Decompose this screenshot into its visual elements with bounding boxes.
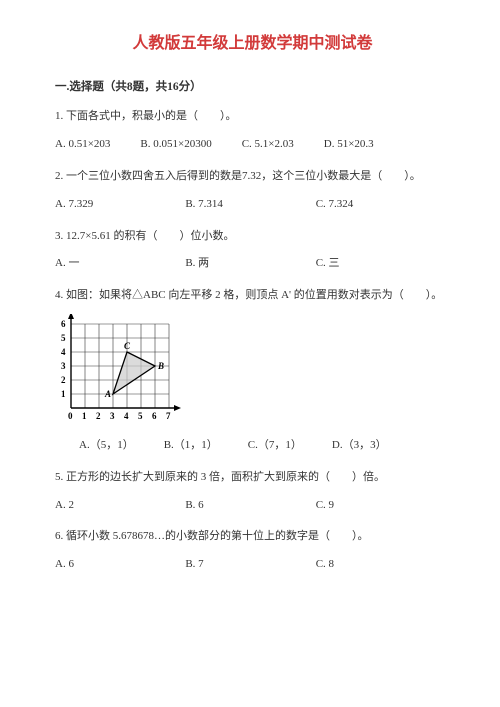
svg-text:B: B	[157, 361, 164, 371]
question-4: 4. 如图：如果将△ABC 向左平移 2 格，则顶点 A' 的位置用数对表示为（…	[55, 286, 450, 456]
q3-options: A. 一 B. 两 C. 三	[55, 254, 450, 274]
question-5: 5. 正方形的边长扩大到原来的 3 倍，面积扩大到原来的（ ）倍。 A. 2 B…	[55, 468, 450, 516]
svg-text:6: 6	[61, 319, 66, 329]
q2-text: 2. 一个三位小数四舍五入后得到的数是7.32，这个三位小数最大是（ ）。	[55, 167, 450, 187]
section-header: 一.选择题（共8题，共16分）	[55, 77, 450, 98]
svg-text:3: 3	[110, 411, 115, 421]
question-6: 6. 循环小数 5.678678…的小数部分的第十位上的数字是（ ）。 A. 6…	[55, 527, 450, 575]
svg-text:2: 2	[61, 375, 66, 385]
q6-opt-c: C. 8	[316, 555, 446, 575]
svg-text:4: 4	[124, 411, 129, 421]
svg-text:4: 4	[61, 347, 66, 357]
q4-opt-b: B.（1，1）	[164, 436, 218, 456]
q3-opt-a: A. 一	[55, 254, 185, 274]
svg-text:2: 2	[96, 411, 101, 421]
q4-chart: ABC01234567123456	[55, 314, 450, 424]
q4-grid-svg: ABC01234567123456	[55, 314, 185, 424]
q5-opt-a: A. 2	[55, 496, 185, 516]
q5-opt-b: B. 6	[185, 496, 315, 516]
svg-text:3: 3	[61, 361, 66, 371]
q3-text: 3. 12.7×5.61 的积有（ ）位小数。	[55, 227, 450, 247]
q6-opt-b: B. 7	[185, 555, 315, 575]
svg-text:1: 1	[61, 389, 66, 399]
svg-text:C: C	[124, 341, 131, 351]
svg-text:6: 6	[152, 411, 157, 421]
q1-opt-a: A. 0.51×203	[55, 135, 110, 155]
q1-opt-b: B. 0.051×20300	[140, 135, 211, 155]
q6-text: 6. 循环小数 5.678678…的小数部分的第十位上的数字是（ ）。	[55, 527, 450, 547]
q2-opt-a: A. 7.329	[55, 195, 185, 215]
q6-opt-a: A. 6	[55, 555, 185, 575]
page-title: 人教版五年级上册数学期中测试卷	[55, 30, 450, 59]
q5-opt-c: C. 9	[316, 496, 446, 516]
q1-text: 1. 下面各式中，积最小的是（ ）。	[55, 107, 450, 127]
q3-opt-b: B. 两	[185, 254, 315, 274]
q1-opt-d: D. 51×20.3	[324, 135, 374, 155]
question-1: 1. 下面各式中，积最小的是（ ）。 A. 0.51×203 B. 0.051×…	[55, 107, 450, 155]
q4-opt-c: C.（7，1）	[248, 436, 302, 456]
svg-text:A: A	[104, 389, 111, 399]
q2-opt-b: B. 7.314	[185, 195, 315, 215]
q2-opt-c: C. 7.324	[316, 195, 446, 215]
q3-opt-c: C. 三	[316, 254, 446, 274]
q4-options: A.（5，1） B.（1，1） C.（7，1） D.（3，3）	[79, 436, 450, 456]
svg-text:0: 0	[68, 411, 73, 421]
q5-text: 5. 正方形的边长扩大到原来的 3 倍，面积扩大到原来的（ ）倍。	[55, 468, 450, 488]
svg-text:7: 7	[166, 411, 171, 421]
q6-options: A. 6 B. 7 C. 8	[55, 555, 450, 575]
q4-opt-a: A.（5，1）	[79, 436, 134, 456]
q1-opt-c: C. 5.1×2.03	[242, 135, 294, 155]
q2-options: A. 7.329 B. 7.314 C. 7.324	[55, 195, 450, 215]
svg-text:5: 5	[138, 411, 143, 421]
svg-text:5: 5	[61, 333, 66, 343]
q5-options: A. 2 B. 6 C. 9	[55, 496, 450, 516]
q1-options: A. 0.51×203 B. 0.051×20300 C. 5.1×2.03 D…	[55, 135, 450, 155]
q4-text: 4. 如图：如果将△ABC 向左平移 2 格，则顶点 A' 的位置用数对表示为（…	[55, 286, 450, 306]
svg-text:1: 1	[82, 411, 87, 421]
question-3: 3. 12.7×5.61 的积有（ ）位小数。 A. 一 B. 两 C. 三	[55, 227, 450, 275]
q4-opt-d: D.（3，3）	[332, 436, 387, 456]
question-2: 2. 一个三位小数四舍五入后得到的数是7.32，这个三位小数最大是（ ）。 A.…	[55, 167, 450, 215]
